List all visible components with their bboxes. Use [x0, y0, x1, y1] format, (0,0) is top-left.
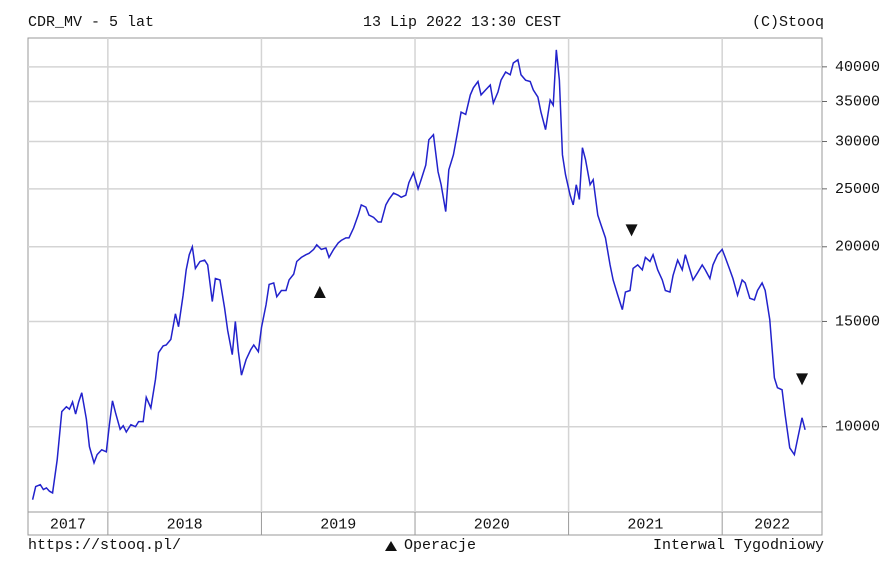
x-tick-label: 2018: [167, 516, 203, 533]
operation-marker: [625, 224, 638, 237]
legend-symbol: [385, 541, 397, 551]
price-line: [31, 49, 806, 500]
plot-area: [27, 37, 823, 513]
chart-subtitle: 13 Lip 2022 13:30 CEST: [363, 14, 561, 31]
y-tick-label: 40000: [835, 59, 880, 76]
x-tick-label: 2020: [474, 516, 510, 533]
copyright: (C)Stooq: [752, 14, 824, 31]
x-tick-label: 2021: [627, 516, 663, 533]
legend-label: Operacje: [404, 537, 476, 554]
y-tick-label: 15000: [835, 313, 880, 330]
x-tick-label: 2017: [50, 516, 86, 533]
footer-url: https://stooq.pl/: [28, 537, 181, 554]
y-tick-label: 35000: [835, 93, 880, 110]
y-tick-label: 10000: [835, 419, 880, 436]
operation-marker: [796, 373, 809, 386]
x-tick-label: 2019: [320, 516, 356, 533]
year-band: [27, 511, 823, 536]
x-tick-label: 2022: [754, 516, 790, 533]
y-tick-label: 25000: [835, 181, 880, 198]
footer-interval: Interwal Tygodniowy: [653, 537, 824, 554]
y-tick-label: 20000: [835, 239, 880, 256]
chart-title: CDR_MV - 5 lat: [28, 14, 154, 31]
y-tick-label: 30000: [835, 133, 880, 150]
operation-marker: [313, 286, 326, 299]
